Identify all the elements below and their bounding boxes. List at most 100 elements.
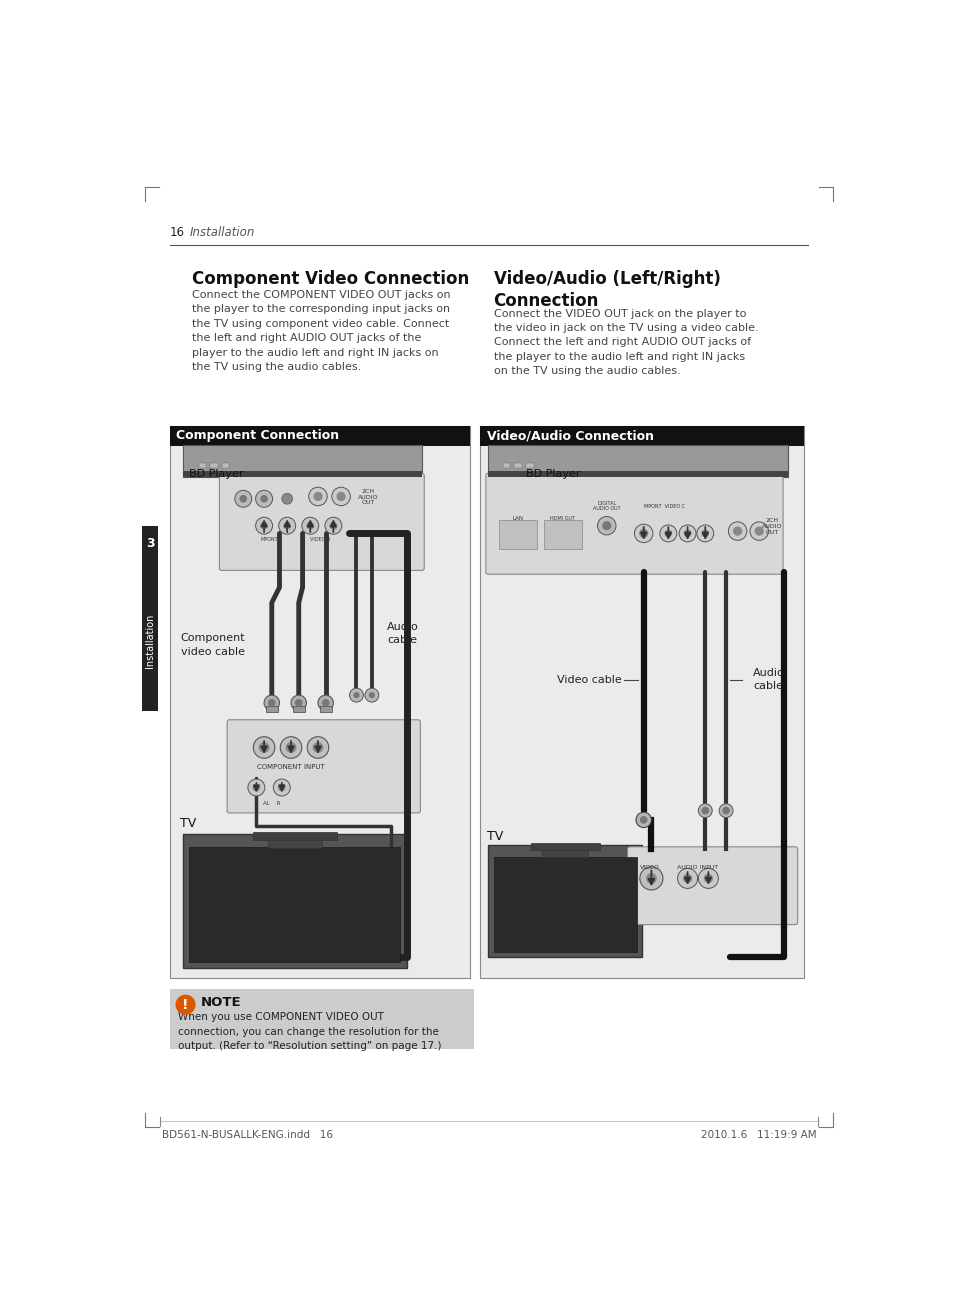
Circle shape — [274, 779, 290, 796]
Bar — [488, 471, 787, 477]
Circle shape — [683, 530, 691, 537]
Text: BD Player: BD Player — [190, 468, 244, 479]
Circle shape — [719, 804, 732, 817]
Circle shape — [307, 736, 329, 758]
Circle shape — [175, 995, 195, 1015]
Circle shape — [280, 736, 301, 758]
Bar — [265, 706, 277, 712]
Circle shape — [255, 518, 273, 535]
Circle shape — [291, 695, 306, 710]
Bar — [480, 425, 803, 978]
Circle shape — [639, 528, 648, 539]
Circle shape — [353, 692, 359, 699]
Circle shape — [294, 699, 302, 706]
Text: BD561-N-BUSALLK-ENG.indd   16: BD561-N-BUSALLK-ENG.indd 16 — [161, 1131, 333, 1140]
Text: 2CH
AUDIO
OUT: 2CH AUDIO OUT — [357, 489, 378, 505]
Circle shape — [317, 695, 333, 710]
Bar — [543, 519, 581, 549]
Circle shape — [321, 699, 329, 706]
Text: Installation: Installation — [190, 226, 254, 239]
Bar — [530, 843, 599, 850]
Bar — [190, 847, 400, 963]
Text: 2CH
AUDIO
OUT: 2CH AUDIO OUT — [761, 518, 781, 535]
Circle shape — [268, 699, 275, 706]
Circle shape — [696, 524, 713, 543]
Text: Connect the VIDEO OUT jack on the player to
the video in jack on the TV using a : Connect the VIDEO OUT jack on the player… — [493, 308, 758, 376]
Circle shape — [679, 524, 696, 543]
Circle shape — [234, 490, 252, 507]
Circle shape — [645, 873, 656, 883]
Circle shape — [278, 518, 295, 535]
Text: AUDIO INPUT: AUDIO INPUT — [677, 865, 718, 869]
Circle shape — [253, 783, 260, 791]
Bar — [183, 834, 406, 968]
Circle shape — [285, 742, 296, 753]
Text: MPONT  VIDEO C: MPONT VIDEO C — [643, 503, 684, 509]
Circle shape — [754, 527, 763, 536]
Bar — [183, 471, 421, 477]
Bar — [502, 463, 510, 468]
Circle shape — [728, 522, 746, 540]
Text: Audio
cable: Audio cable — [387, 622, 418, 645]
Circle shape — [703, 874, 712, 883]
Text: VIDEO R: VIDEO R — [310, 537, 331, 543]
Text: 3: 3 — [146, 537, 154, 550]
Bar — [210, 463, 217, 468]
Bar — [253, 833, 336, 840]
FancyBboxPatch shape — [219, 474, 424, 570]
Text: Component Connection: Component Connection — [176, 429, 339, 442]
Circle shape — [677, 868, 697, 889]
Circle shape — [277, 783, 285, 791]
Circle shape — [329, 522, 336, 530]
Circle shape — [309, 487, 327, 506]
Circle shape — [301, 518, 318, 535]
Text: Component
video cable: Component video cable — [180, 634, 245, 657]
Circle shape — [283, 522, 291, 530]
Circle shape — [601, 522, 611, 531]
Bar — [170, 425, 470, 446]
Circle shape — [639, 816, 647, 824]
Text: AL    R: AL R — [263, 801, 280, 807]
Circle shape — [325, 518, 341, 535]
Bar — [319, 706, 332, 712]
Bar — [493, 857, 636, 951]
Bar — [525, 463, 533, 468]
FancyBboxPatch shape — [227, 719, 420, 813]
Circle shape — [258, 742, 269, 753]
Text: Connect the COMPONENT VIDEO OUT jacks on
the player to the corresponding input j: Connect the COMPONENT VIDEO OUT jacks on… — [193, 290, 451, 372]
Circle shape — [682, 874, 692, 883]
Text: TV: TV — [487, 830, 503, 843]
Circle shape — [721, 807, 729, 814]
Circle shape — [248, 779, 265, 796]
Circle shape — [698, 804, 712, 817]
Text: Installation: Installation — [145, 614, 155, 669]
Text: TV: TV — [180, 817, 196, 830]
Text: MPONT: MPONT — [260, 537, 277, 543]
Circle shape — [332, 487, 350, 506]
Text: NOTE: NOTE — [201, 995, 241, 1008]
Circle shape — [260, 522, 268, 530]
Circle shape — [639, 866, 662, 890]
Bar — [170, 425, 470, 978]
Circle shape — [255, 490, 273, 507]
Bar — [268, 834, 321, 847]
Circle shape — [313, 742, 323, 753]
Text: VIDEO: VIDEO — [639, 865, 659, 869]
Circle shape — [349, 688, 363, 703]
Text: HDMI OUT: HDMI OUT — [550, 516, 575, 522]
Text: Video/Audio (Left/Right)
Connection: Video/Audio (Left/Right) Connection — [493, 271, 720, 310]
Text: Video cable: Video cable — [557, 675, 621, 684]
Bar — [488, 846, 641, 958]
Circle shape — [260, 494, 268, 502]
Text: 16: 16 — [170, 226, 185, 239]
Bar — [142, 526, 157, 710]
Circle shape — [700, 530, 708, 537]
Bar — [480, 425, 803, 446]
Bar — [221, 463, 229, 468]
Circle shape — [659, 524, 676, 543]
Text: Audio
cable: Audio cable — [752, 669, 784, 691]
Text: Component Video Connection: Component Video Connection — [193, 271, 469, 288]
Bar — [498, 519, 537, 549]
Circle shape — [281, 493, 293, 505]
Circle shape — [264, 695, 279, 710]
